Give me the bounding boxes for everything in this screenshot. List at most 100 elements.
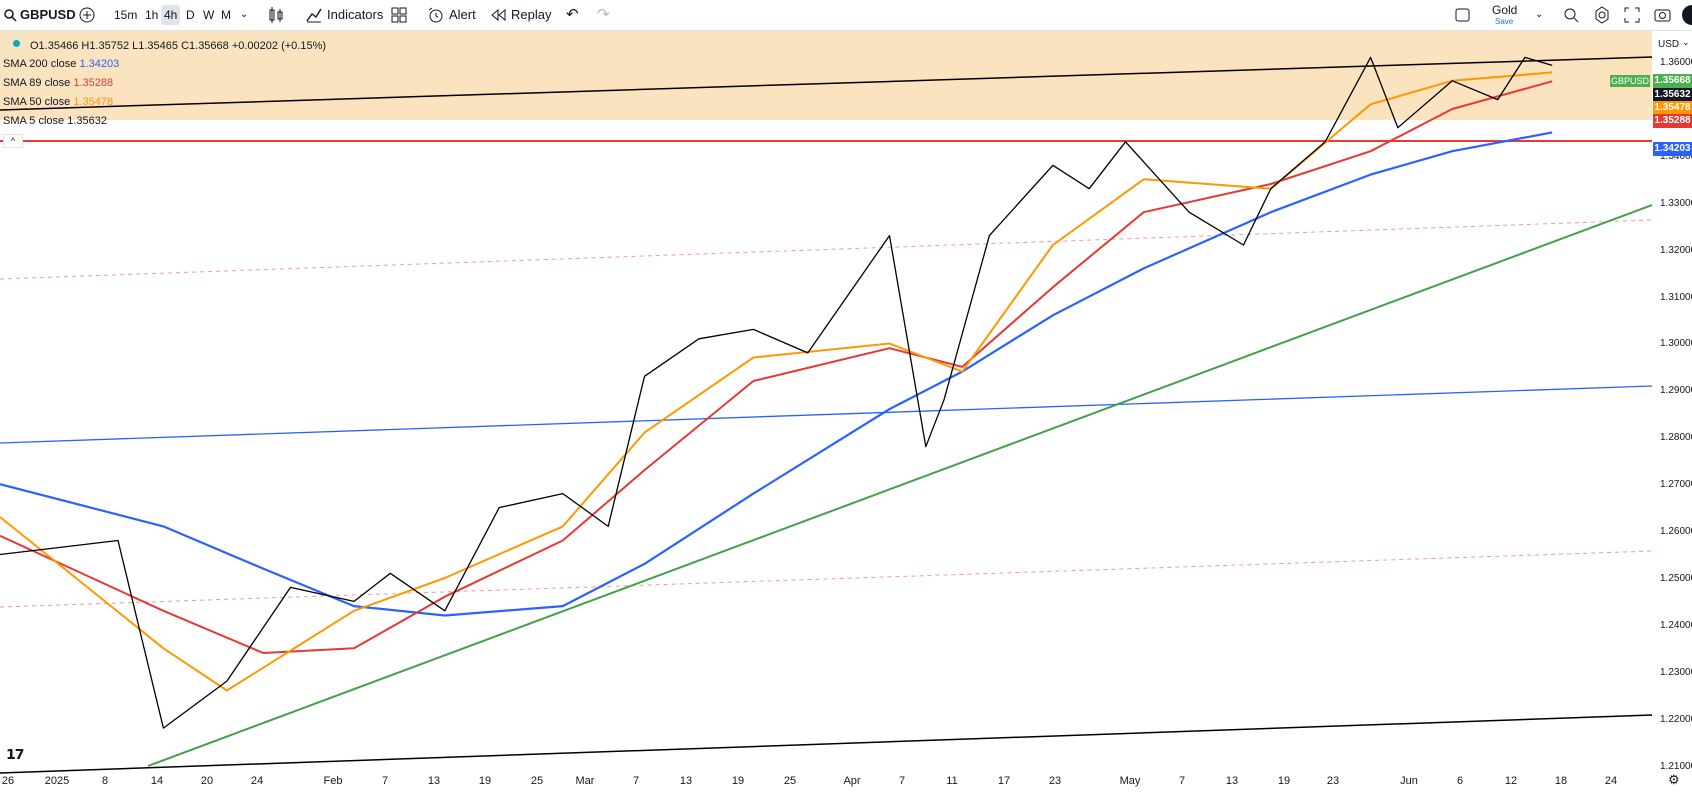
price-tick-label: 1.21000 [1660, 760, 1692, 772]
layout-name[interactable]: Gold [1492, 3, 1518, 17]
sma-200-close-line[interactable] [0, 131, 1553, 617]
time-tick-label: 7 [381, 775, 389, 787]
time-tick-label: 6 [1456, 775, 1464, 787]
symbol-price-tag: GBPUSD [1610, 75, 1650, 87]
layout-save[interactable]: Save [1495, 17, 1514, 26]
time-tick-label: Jun [1400, 775, 1418, 787]
time-tick-label: 18 [1554, 775, 1568, 787]
sma50-label: SMA 50 close [3, 96, 71, 108]
time-tick-label: 12 [1504, 775, 1518, 787]
symbol-name[interactable]: GBPUSD [20, 7, 76, 22]
redo-icon[interactable]: ↷ [597, 6, 610, 23]
sma-50-close-line[interactable] [0, 71, 1553, 692]
sma200-value: 1.34203 [79, 58, 120, 70]
time-tick-label: 24 [250, 775, 264, 787]
fullscreen-icon[interactable] [1624, 5, 1640, 25]
interval-1h[interactable]: 1h [145, 8, 159, 22]
price-tick-label: 1.23000 [1660, 666, 1692, 678]
time-tick-label: 11 [946, 775, 958, 787]
search-icon[interactable] [3, 5, 17, 25]
time-tick-label: 2025 [44, 775, 70, 787]
quick-search-icon[interactable] [1562, 5, 1580, 25]
sma50-badge: 1.35478 [1653, 101, 1692, 115]
time-tick-label: 24 [1604, 775, 1618, 787]
ohlc-legend: O1.35466 H1.35752 L1.35465 C1.35668 +0.0… [3, 38, 326, 52]
price-tick-label: 1.22000 [1660, 713, 1692, 725]
green-uptrend-line [147, 204, 1653, 767]
price-tick-label: 1.26000 [1660, 526, 1692, 537]
time-tick-label: 7 [632, 775, 640, 787]
axis-settings-gear-icon[interactable]: ⚙ [1668, 772, 1680, 787]
time-tick-label: 20 [200, 775, 214, 787]
sma5-label: SMA 5 close [3, 115, 65, 127]
chevron-down-icon[interactable]: ⌄ [240, 9, 249, 20]
price-tick-label: 1.34000 [1660, 150, 1692, 162]
sma200-legend[interactable]: SMA 200 close 1.34203 [3, 58, 119, 70]
select-layout-icon[interactable] [1455, 5, 1471, 25]
undo-icon[interactable]: ↶ [566, 6, 579, 23]
price-tick-label: 1.36000 [1660, 57, 1692, 68]
interval-w[interactable]: W [203, 8, 215, 22]
time-tick-label: 17 [997, 775, 1011, 787]
currency-label[interactable]: USD [1658, 39, 1680, 50]
sma-5-close-line[interactable] [0, 56, 1553, 729]
time-tick-label: Mar [575, 775, 595, 787]
upper-black-trendline [0, 56, 1653, 111]
sma5-legend[interactable]: SMA 5 close 1.35632 [3, 115, 107, 127]
time-tick-label: 8 [101, 775, 109, 787]
sma-89-close-line[interactable] [0, 80, 1553, 654]
sma89-value: 1.35288 [73, 77, 114, 89]
series-layer [0, 56, 1553, 729]
templates-icon[interactable] [391, 5, 407, 25]
sma89-legend[interactable]: SMA 89 close 1.35288 [3, 77, 113, 89]
time-tick-label: Apr [843, 775, 861, 787]
interval-15m[interactable]: 15m [114, 8, 138, 22]
user-avatar[interactable] [1682, 5, 1692, 25]
sma5-value: 1.35632 [67, 115, 107, 127]
price-tick-label: 1.31000 [1660, 291, 1692, 303]
time-tick-label: 14 [150, 775, 164, 787]
alert-button[interactable]: Alert [449, 7, 476, 22]
candles-icon[interactable] [268, 5, 284, 25]
interval-d[interactable]: D [186, 8, 195, 22]
replay-button[interactable]: Replay [511, 7, 552, 22]
time-tick-label: May [1119, 775, 1141, 787]
price-tick-label: 1.33000 [1660, 197, 1692, 209]
time-tick-label: 25 [783, 775, 797, 787]
blue-trendline [0, 385, 1653, 444]
tradingview-logo: 𝟭𝟳 [6, 746, 25, 762]
top-toolbar: GBPUSD 15m 1h 4h D W M ⌄ Indicators Aler… [0, 0, 1692, 31]
sma50-legend[interactable]: SMA 50 close 1.35478 [3, 96, 113, 108]
currency-chevron-icon[interactable]: ⌄ [1682, 37, 1690, 47]
add-symbol-icon[interactable] [78, 5, 96, 25]
sma200-label: SMA 200 close [3, 58, 77, 70]
price-tick-label: 1.24000 [1660, 619, 1692, 631]
collapse-legend-icon[interactable]: ^ [3, 134, 23, 148]
time-tick-label: 19 [731, 775, 745, 787]
time-tick-label: Feb [323, 775, 343, 787]
interval-m[interactable]: M [221, 8, 231, 22]
sma89-label: SMA 89 close [3, 77, 71, 89]
time-tick-label: 26 [1, 775, 15, 787]
sma200-badge: 1.34203 [1653, 142, 1692, 156]
alarm-clock-icon[interactable] [427, 5, 445, 25]
time-tick-label: 25 [530, 775, 544, 787]
last-price-badge: 1.35668 [1653, 74, 1692, 88]
indicators-button[interactable]: Indicators [327, 7, 384, 22]
time-tick-label: 19 [478, 775, 492, 787]
time-tick-label: 7 [898, 775, 906, 787]
settings-gear-icon[interactable] [1593, 5, 1611, 25]
price-tick-label: 1.32000 [1660, 244, 1692, 256]
interval-4h[interactable]: 4h [161, 5, 181, 25]
replay-icon[interactable] [490, 5, 508, 25]
visibility-dot-icon[interactable] [11, 38, 22, 49]
camera-icon[interactable] [1654, 5, 1672, 25]
layout-chevron-down-icon[interactable]: ⌄ [1535, 9, 1544, 20]
price-scale[interactable]: USD ⌄ [1652, 31, 1692, 765]
time-tick-label: 13 [1225, 775, 1239, 787]
resistance-zone [0, 31, 1652, 120]
price-tick-label: 1.28000 [1660, 432, 1692, 444]
ohlc-values: O1.35466 H1.35752 L1.35465 C1.35668 +0.0… [30, 40, 327, 52]
indicators-icon[interactable] [305, 5, 323, 25]
